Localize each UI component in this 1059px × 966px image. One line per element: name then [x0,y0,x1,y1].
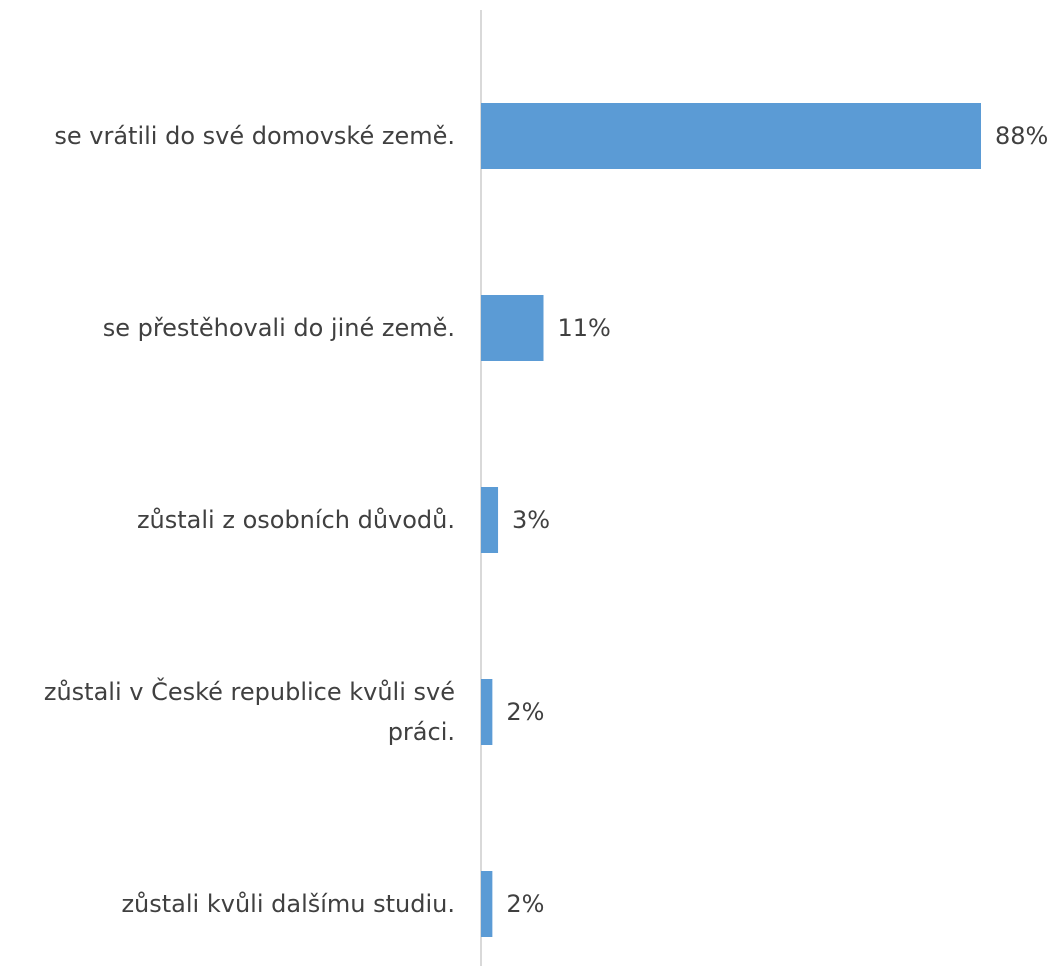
bar [481,103,981,169]
value-label: 3% [512,506,551,534]
bar [481,487,499,553]
value-label: 11% [557,314,611,342]
category-label: zůstali v České republice kvůli své prác… [43,678,455,746]
category-label: zůstali kvůli dalšímu studiu. [121,890,455,918]
category-label: se přestěhovali do jiné země. [102,314,455,342]
bar [481,295,544,361]
category-label: zůstali z osobních důvodů. [136,506,455,534]
value-label: 88% [995,122,1049,150]
value-label: 2% [506,698,545,726]
bar [481,679,493,745]
category-label: se vrátili do své domovské země. [54,122,455,150]
value-label: 2% [506,890,545,918]
bar [481,871,493,937]
